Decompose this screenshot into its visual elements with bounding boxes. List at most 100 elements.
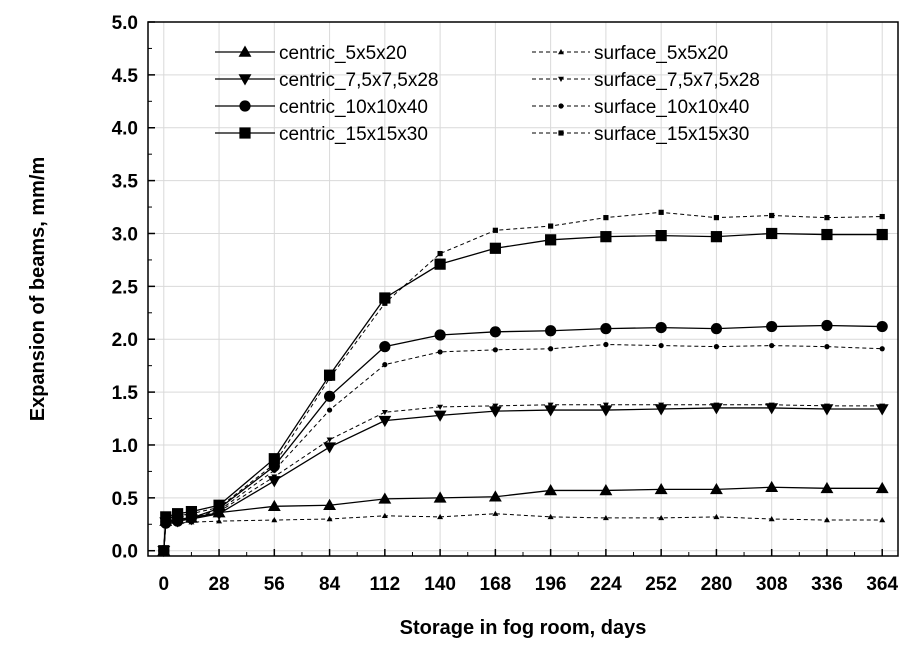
data-point (824, 215, 830, 221)
data-point (821, 228, 833, 241)
data-point (437, 513, 444, 520)
legend-marker (558, 49, 564, 55)
y-tick-label: 5.0 (112, 13, 138, 34)
legend-marker (558, 130, 564, 136)
legend-label: centric_7,5x7,5x28 (279, 70, 439, 91)
series-layer (157, 209, 889, 558)
data-point (600, 231, 612, 243)
x-tick-label: 364 (866, 574, 898, 595)
data-point (488, 490, 502, 502)
data-point (489, 326, 501, 338)
data-point (492, 510, 499, 516)
data-point (655, 230, 667, 242)
data-point (548, 223, 554, 229)
x-tick-label: 56 (264, 574, 285, 595)
data-point (603, 215, 609, 221)
data-point (434, 329, 446, 341)
legend-entry-7: surface_10x10x40 (532, 97, 749, 118)
data-point (655, 321, 667, 334)
data-point (823, 403, 830, 409)
x-tick-label: 336 (811, 574, 843, 595)
data-point (175, 517, 181, 523)
y-tick-label: 4.0 (112, 119, 138, 140)
data-point (271, 474, 278, 480)
y-tick-label: 3.5 (112, 172, 139, 193)
grid (148, 21, 898, 556)
x-axis-title: Storage in fog room, days (400, 617, 647, 639)
data-point (824, 344, 830, 350)
series-8 (161, 209, 885, 554)
data-point (875, 481, 889, 494)
data-point (267, 499, 281, 512)
legend-marker (239, 100, 251, 112)
legend-label: surface_5x5x20 (594, 43, 728, 64)
data-point (163, 516, 169, 522)
data-point (875, 404, 889, 416)
y-axis-title: Expansion of beams, mm/m (27, 157, 49, 422)
legend-label: centric_10x10x40 (279, 97, 428, 118)
data-point (267, 476, 281, 488)
data-point (268, 453, 280, 465)
data-point (600, 323, 612, 335)
data-point (765, 480, 779, 493)
data-point (654, 482, 668, 495)
data-point (766, 227, 778, 240)
data-point (821, 319, 833, 332)
legend-entry-3: centric_10x10x40 (215, 97, 428, 118)
data-point (709, 482, 723, 495)
data-point (323, 442, 337, 454)
data-point (769, 212, 775, 219)
data-point (323, 498, 337, 511)
data-point (544, 483, 558, 496)
data-point (216, 504, 222, 510)
data-point (382, 362, 388, 368)
data-point (548, 346, 554, 352)
data-point (433, 410, 447, 422)
legend-marker (558, 103, 564, 109)
data-point (768, 516, 775, 522)
data-point (437, 250, 443, 257)
data-point (492, 347, 498, 353)
x-tick-label: 168 (480, 574, 512, 595)
legend-entry-1: centric_5x5x20 (215, 43, 407, 64)
data-point (545, 234, 557, 246)
data-point (599, 405, 613, 417)
data-point (326, 407, 333, 413)
data-point (437, 349, 443, 355)
legend-label: surface_10x10x40 (594, 97, 749, 118)
legend-entry-4: centric_15x15x30 (215, 124, 428, 145)
x-tick-label: 196 (535, 574, 567, 595)
x-tick-label: 308 (756, 574, 788, 595)
data-point (765, 403, 779, 415)
data-point (602, 402, 609, 408)
legend-marker (238, 45, 252, 57)
data-point (434, 258, 446, 270)
data-point (175, 513, 181, 519)
data-point (713, 513, 720, 520)
series-line (163, 344, 883, 551)
data-point (769, 342, 775, 349)
legend: centric_5x5x20 centric_7,5x7,5x28 centric_… (215, 43, 760, 145)
data-point (879, 517, 886, 523)
legend-label: surface_7,5x7,5x28 (594, 70, 760, 91)
x-tick-label: 224 (590, 574, 622, 595)
y-tick-label: 0.0 (112, 542, 138, 563)
x-tick-label: 0 (159, 574, 170, 595)
x-tick-label: 112 (370, 574, 401, 595)
legend-marker (238, 74, 252, 86)
legend-label: centric_5x5x20 (279, 43, 407, 64)
data-point (433, 491, 447, 503)
data-point (766, 320, 778, 333)
data-point (188, 519, 195, 525)
data-point (544, 405, 558, 417)
y-tick-label: 2.5 (112, 277, 139, 298)
data-point (492, 227, 498, 233)
y-tick-label: 0.5 (112, 489, 139, 510)
data-point (188, 511, 195, 517)
x-tick-label: 140 (424, 574, 456, 595)
data-point (323, 369, 336, 381)
data-point (602, 514, 609, 521)
x-tick-label: 84 (319, 574, 341, 595)
data-point (271, 461, 277, 467)
